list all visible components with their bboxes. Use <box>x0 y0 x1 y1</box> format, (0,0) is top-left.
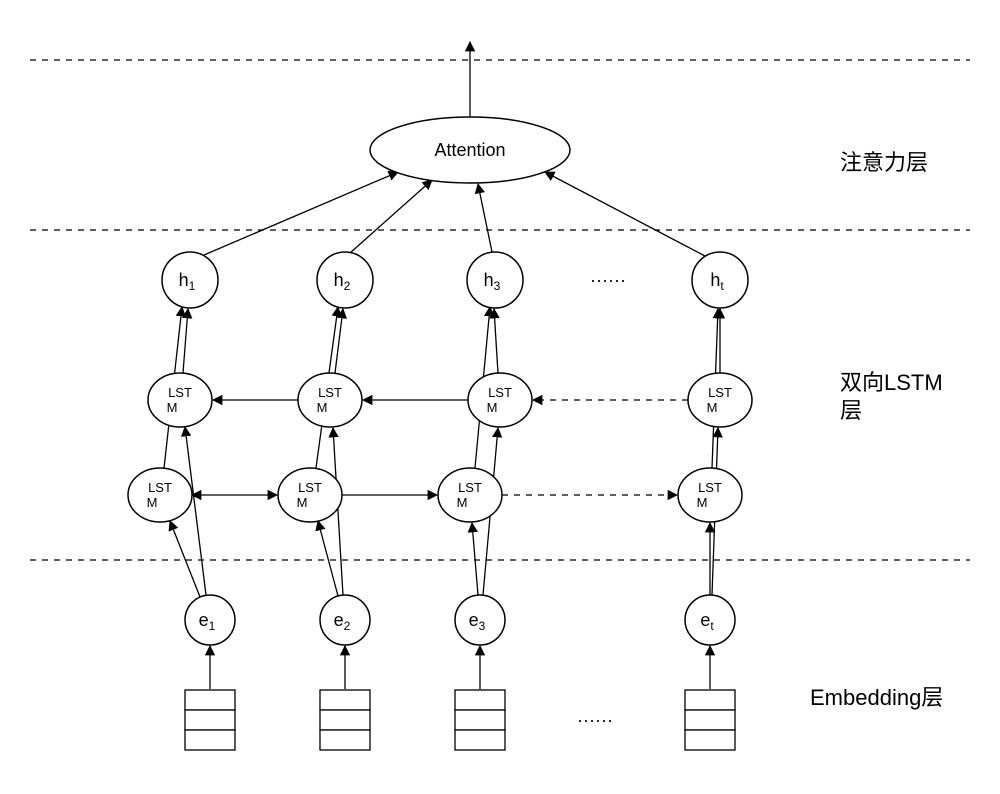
edge <box>204 172 398 255</box>
input-box-cell <box>185 730 235 750</box>
lstm-fw-label2: M <box>147 495 158 510</box>
input-box-cell <box>685 710 735 730</box>
lstm-bw-label1: LST <box>488 385 512 400</box>
network-diagram: Attentionh1h2h3ht······LSTMLSTMLSTMLSTML… <box>0 0 1000 794</box>
lstm-fw-label1: LST <box>698 480 722 495</box>
lstm-bw-node <box>468 373 532 427</box>
layer-label-embedding: Embedding层 <box>810 685 943 710</box>
attention-label: Attention <box>434 140 505 160</box>
input-box-cell <box>455 710 505 730</box>
edge <box>472 523 478 595</box>
input-box-cell <box>685 690 735 710</box>
input-box-cell <box>320 690 370 710</box>
layer-label-attention: 注意力层 <box>840 150 928 175</box>
lstm-bw-label2: M <box>167 400 178 415</box>
lstm-fw-label1: LST <box>298 480 322 495</box>
lstm-bw-label1: LST <box>708 385 732 400</box>
input-box-cell <box>685 730 735 750</box>
lstm-fw-node <box>278 468 342 522</box>
lstm-fw-label1: LST <box>458 480 482 495</box>
edge <box>170 521 200 597</box>
lstm-fw-label2: M <box>297 495 308 510</box>
lstm-fw-label2: M <box>457 495 468 510</box>
edge <box>183 309 188 373</box>
lstm-bw-node <box>148 373 212 427</box>
input-box-cell <box>455 730 505 750</box>
input-box-cell <box>185 710 235 730</box>
edge <box>478 184 492 252</box>
lstm-fw-node <box>128 468 192 522</box>
edge <box>494 309 498 373</box>
lstm-bw-label2: M <box>707 400 718 415</box>
lstm-bw-label1: LST <box>168 385 192 400</box>
edge <box>318 521 338 596</box>
e-dots: ······ <box>577 710 613 730</box>
lstm-bw-node <box>688 373 752 427</box>
lstm-fw-node <box>438 468 502 522</box>
lstm-bw-node <box>298 373 362 427</box>
edge <box>545 172 705 256</box>
lstm-bw-label1: LST <box>318 385 342 400</box>
input-box-cell <box>185 690 235 710</box>
edge <box>350 180 432 253</box>
input-box-cell <box>320 730 370 750</box>
layer-label-bilstm: 双向LSTM <box>840 370 943 395</box>
h-dots: ······ <box>590 270 626 290</box>
layer-label-bilstm-2: 层 <box>840 398 862 423</box>
lstm-bw-label2: M <box>487 400 498 415</box>
lstm-fw-label1: LST <box>148 480 172 495</box>
input-box-cell <box>455 690 505 710</box>
lstm-fw-label2: M <box>697 495 708 510</box>
lstm-bw-label2: M <box>317 400 328 415</box>
edge <box>185 427 206 595</box>
lstm-fw-node <box>678 468 742 522</box>
input-box-cell <box>320 710 370 730</box>
